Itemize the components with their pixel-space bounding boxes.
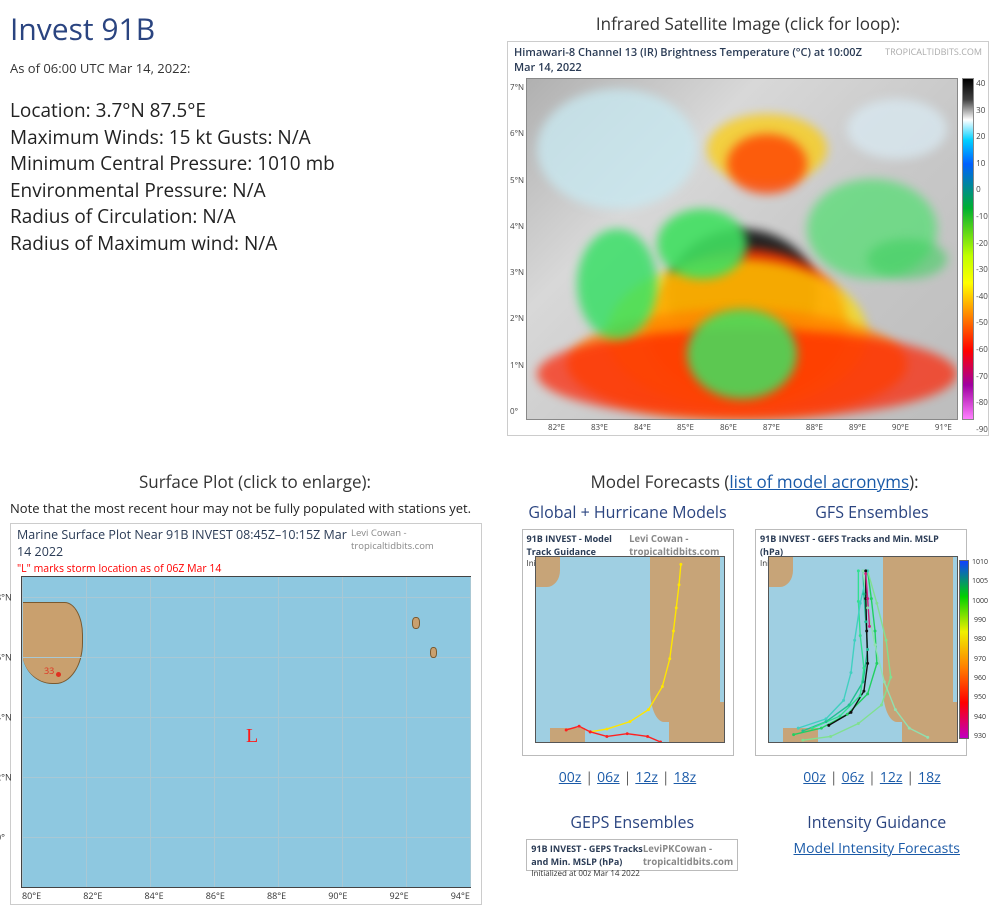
ir-plot-title: Himawari-8 Channel 13 (IR) Brightness Te… [514, 45, 885, 75]
storm-info-line: Environmental Pressure: N/A [10, 177, 487, 204]
ir-credit: TROPICALTIDBITS.COM [885, 45, 982, 75]
ir-map-canvas [526, 78, 958, 420]
surface-section-title: Surface Plot (click to enlarge): [10, 470, 500, 493]
intensity-link[interactable]: Model Intensity Forecasts [794, 839, 960, 858]
storm-title: Invest 91B [10, 8, 487, 49]
storm-location-marker: L [246, 725, 258, 748]
storm-info-line: Minimum Central Pressure: 1010 mb [10, 150, 487, 177]
surface-map-canvas: 8°N6°N4°N2°N0°L33 [21, 576, 471, 888]
ir-satellite-image[interactable]: Himawari-8 Channel 13 (IR) Brightness Te… [507, 41, 989, 436]
surface-plot-title: Marine Surface Plot Near 91B INVEST 08:4… [17, 526, 351, 560]
storm-info-line: Radius of Circulation: N/A [10, 203, 487, 230]
storm-info-block: Location: 3.7°N 87.5°EMaximum Winds: 15 … [10, 97, 487, 257]
models-section-title: Model Forecasts (list of model acronyms)… [520, 470, 989, 493]
run-link-00z[interactable]: 00z [803, 768, 826, 787]
ir-colorbar [962, 78, 974, 420]
asof-text: As of 06:00 UTC Mar 14, 2022: [10, 59, 487, 77]
storm-info-line: Radius of Maximum wind: N/A [10, 230, 487, 257]
model-panel-head: Global + Hurricane Models [520, 501, 735, 523]
ir-section-title: Infrared Satellite Image (click for loop… [507, 12, 989, 35]
surface-plot[interactable]: Marine Surface Plot Near 91B INVEST 08:4… [10, 523, 482, 905]
storm-info-line: Maximum Winds: 15 kt Gusts: N/A [10, 124, 487, 151]
storm-info-line: Location: 3.7°N 87.5°E [10, 97, 487, 124]
acronyms-link[interactable]: list of model acronyms [729, 470, 909, 493]
run-link-18z[interactable]: 18z [918, 768, 941, 787]
run-links: 00z|06z|12z|18z [755, 768, 989, 787]
model-panel-head: GFS Ensembles [755, 501, 989, 523]
intensity-head: Intensity Guidance [765, 811, 990, 833]
run-link-06z[interactable]: 06z [842, 768, 865, 787]
model-plot[interactable]: 91B INVEST - GEPS Tracks and Min. MSLP (… [526, 839, 738, 871]
run-link-00z[interactable]: 00z [559, 768, 582, 787]
model-plot[interactable]: 91B INVEST - Model Track GuidanceLevi Co… [522, 529, 734, 756]
surface-credit: Levi Cowan - tropicaltidbits.com [351, 526, 475, 560]
run-link-12z[interactable]: 12z [880, 768, 903, 787]
surface-l-note: "L" marks storm location as of 06Z Mar 1… [11, 562, 481, 576]
run-link-12z[interactable]: 12z [635, 768, 658, 787]
surface-note: Note that the most recent hour may not b… [10, 499, 500, 517]
model-panel-head: GEPS Ensembles [520, 811, 745, 833]
run-links: 00z|06z|12z|18z [520, 768, 735, 787]
run-link-06z[interactable]: 06z [597, 768, 620, 787]
model-plot[interactable]: 91B INVEST - GEFS Tracks and Min. MSLP (… [755, 529, 967, 756]
run-link-18z[interactable]: 18z [674, 768, 697, 787]
